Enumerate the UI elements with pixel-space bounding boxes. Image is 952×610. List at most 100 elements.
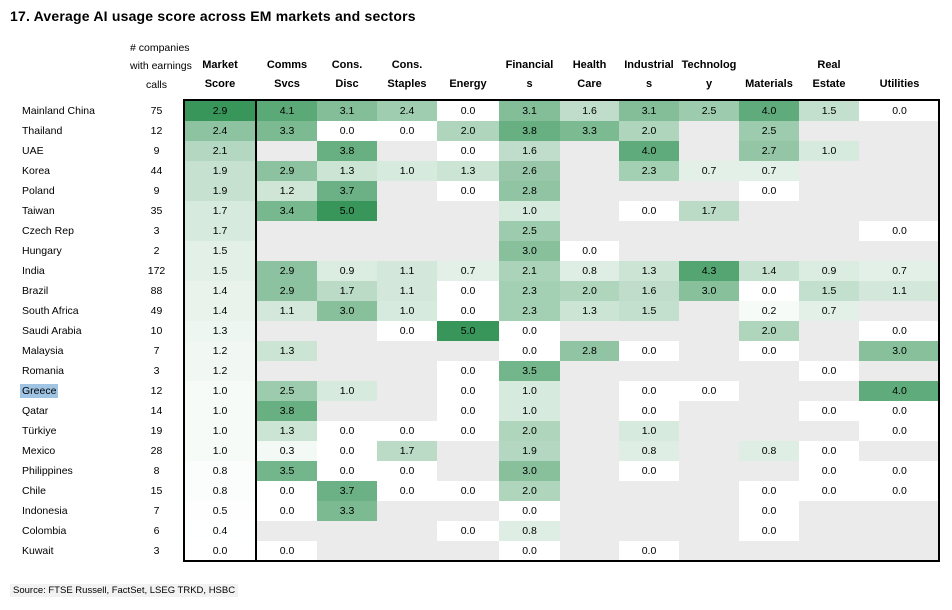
heatmap-cell: 3.0 [317, 301, 377, 321]
heatmap-cell: 0.0 [183, 541, 257, 561]
row-label: Mainland China [8, 101, 130, 121]
heatmap-cell [257, 521, 317, 541]
heatmap-cell: 0.0 [437, 521, 499, 541]
heatmap-cell: 1.3 [183, 321, 257, 341]
heatmap-cell: 3.0 [499, 461, 560, 481]
heatmap-cell [679, 401, 739, 421]
heatmap-cell: 2.1 [183, 141, 257, 161]
column-header-line: Comms [266, 59, 308, 71]
row-label: Kuwait [8, 541, 130, 561]
heatmap-cell [799, 421, 859, 441]
row-label: Czech Rep [8, 221, 130, 241]
heatmap-cell: 0.4 [183, 521, 257, 541]
heatmap-cell [859, 301, 940, 321]
column-header-line: Staples [387, 78, 427, 90]
heatmap-cell: 0.0 [619, 461, 679, 481]
heatmap-cell: 3.5 [257, 461, 317, 481]
heatmap-cell [739, 201, 799, 221]
heatmap-cell: 3.1 [499, 101, 560, 121]
heatmap-cell [377, 381, 437, 401]
row-label: Qatar [8, 401, 130, 421]
heatmap-cell: 1.4 [183, 301, 257, 321]
row-label-text: Poland [22, 185, 55, 197]
heatmap-cell: 2.5 [499, 221, 560, 241]
heatmap-cell [377, 541, 437, 561]
companies-header-line: calls [145, 78, 167, 91]
row-label-text: Philippines [22, 465, 73, 477]
row-label: Korea [8, 161, 130, 181]
heatmap-cell [437, 461, 499, 481]
companies-count: 19 [130, 421, 183, 441]
row-label-text: Romania [22, 365, 65, 377]
heatmap-cell: 4.0 [859, 381, 940, 401]
column-header-line: Real [817, 59, 841, 71]
heatmap-cell [679, 421, 739, 441]
heatmap-cell [859, 241, 940, 261]
companies-count: 3 [130, 541, 183, 561]
column-header-materials: Materials [739, 75, 799, 98]
heatmap-cell: 1.0 [317, 381, 377, 401]
heatmap-cell: 0.0 [619, 381, 679, 401]
column-header-line: Cons. [391, 59, 423, 71]
heatmap-cell: 2.5 [679, 101, 739, 121]
heatmap-cell: 0.0 [437, 141, 499, 161]
column-header-cons-staples: Cons. Staples [377, 56, 437, 98]
heatmap-cell [377, 241, 437, 261]
heatmap-cell: 1.9 [183, 181, 257, 201]
column-header-utilities: Utilities [859, 75, 940, 98]
heatmap-cell [317, 221, 377, 241]
heatmap-cell: 0.0 [619, 201, 679, 221]
row-label: Saudi Arabia [8, 321, 130, 341]
heatmap-cell: 0.0 [377, 321, 437, 341]
heatmap-cell: 0.0 [317, 461, 377, 481]
heatmap-cell: 0.7 [739, 161, 799, 181]
heatmap-cell: 1.1 [377, 261, 437, 281]
heatmap-cell: 0.0 [437, 181, 499, 201]
heatmap-cell: 1.3 [257, 341, 317, 361]
heatmap-cell: 1.0 [799, 141, 859, 161]
heatmap-cell [739, 241, 799, 261]
heatmap-cell: 0.8 [183, 481, 257, 501]
heatmap-cell [560, 541, 619, 561]
heatmap-cell: 0.0 [437, 361, 499, 381]
heatmap-cell: 0.8 [183, 461, 257, 481]
companies-count: 2 [130, 241, 183, 261]
heatmap-cell: 2.1 [499, 261, 560, 281]
heatmap-cell [317, 541, 377, 561]
heatmap-cell [619, 221, 679, 241]
heatmap-cell: 0.0 [257, 481, 317, 501]
companies-count: 88 [130, 281, 183, 301]
heatmap-cell [437, 501, 499, 521]
heatmap-cell [377, 361, 437, 381]
heatmap-cell: 0.7 [679, 161, 739, 181]
column-header-line: y [705, 78, 713, 90]
companies-count: 75 [130, 101, 183, 121]
heatmap-cell: 3.1 [317, 101, 377, 121]
heatmap-cell: 1.7 [183, 221, 257, 241]
heatmap-cell: 1.0 [183, 441, 257, 461]
heatmap-cell [799, 341, 859, 361]
column-header-comms-svcs: Comms Svcs [257, 56, 317, 98]
heatmap-cell: 4.1 [257, 101, 317, 121]
heatmap-cell [679, 461, 739, 481]
heatmap-cell [859, 521, 940, 541]
heatmap-cell [799, 121, 859, 141]
heatmap-cell: 1.0 [183, 381, 257, 401]
heatmap-cell: 3.3 [317, 501, 377, 521]
heatmap-cell: 1.2 [183, 341, 257, 361]
heatmap-cell [859, 201, 940, 221]
companies-count: 10 [130, 321, 183, 341]
heatmap-cell: 1.3 [317, 161, 377, 181]
heatmap-cell: 2.0 [499, 421, 560, 441]
heatmap-cell [859, 441, 940, 461]
source-note: Source: FTSE Russell, FactSet, LSEG TRKD… [10, 584, 239, 597]
heatmap-cell: 0.0 [739, 501, 799, 521]
row-label-text: Türkiye [22, 425, 57, 437]
heatmap-cell: 0.0 [799, 361, 859, 381]
heatmap-cell: 1.2 [183, 361, 257, 381]
column-header-line: Industrial [624, 59, 674, 71]
companies-count: 7 [130, 501, 183, 521]
heatmap-cell: 0.8 [499, 521, 560, 541]
row-label: Mexico [8, 441, 130, 461]
